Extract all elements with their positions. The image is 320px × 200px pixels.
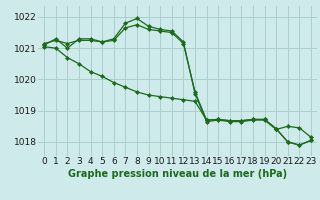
X-axis label: Graphe pression niveau de la mer (hPa): Graphe pression niveau de la mer (hPa) — [68, 169, 287, 179]
